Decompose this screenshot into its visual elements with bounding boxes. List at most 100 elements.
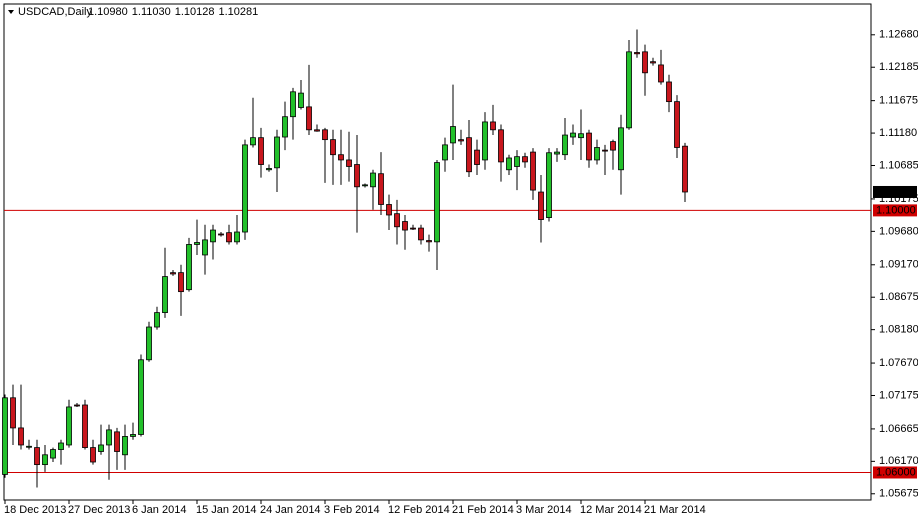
header-value: 1.10980 — [88, 6, 128, 18]
candle-body — [114, 431, 120, 452]
candle-body — [570, 132, 576, 138]
candle-body — [82, 404, 88, 448]
candle-body — [434, 162, 440, 243]
y-tick-label: 1.06170 — [879, 455, 918, 467]
candle-body — [282, 116, 288, 138]
y-tick-label: 1.08180 — [879, 324, 918, 336]
candle-body — [98, 444, 104, 452]
candle-body — [50, 449, 56, 459]
candle-body — [162, 276, 168, 314]
candle-body — [458, 139, 464, 142]
candle-body — [18, 427, 24, 446]
candle-body — [658, 64, 664, 83]
x-tick-label: 6 Jan 2014 — [132, 504, 186, 516]
candle-body — [226, 232, 232, 243]
candle-body — [402, 221, 408, 231]
header-value: 1.11030 — [132, 6, 171, 18]
candle-body — [66, 406, 72, 446]
candle-body — [354, 164, 360, 188]
y-tick-label: 1.07670 — [879, 357, 918, 369]
candle-body — [202, 239, 208, 256]
y-tick-label: 1.06665 — [879, 423, 918, 435]
candle-body — [186, 244, 192, 291]
candle-body — [314, 129, 320, 132]
candle-body — [410, 227, 416, 230]
candle-body — [634, 52, 640, 55]
y-tick-label: 1.10685 — [879, 159, 918, 171]
candle-body — [74, 404, 80, 407]
candle-body — [514, 156, 520, 167]
x-tick-label: 21 Mar 2014 — [644, 504, 706, 516]
candle-body — [386, 204, 392, 216]
candle-body — [298, 92, 304, 108]
candle-body — [210, 229, 216, 243]
candle-body — [474, 149, 480, 165]
candle-body — [498, 129, 504, 163]
x-tick-label: 12 Feb 2014 — [388, 504, 450, 516]
candle-body — [274, 136, 280, 169]
candle-body — [258, 137, 264, 165]
price-tag — [873, 466, 917, 479]
y-tick-label: 1.09680 — [879, 225, 918, 237]
candle-body — [442, 144, 448, 161]
candle-body — [394, 213, 400, 228]
x-tick-label: 3 Feb 2014 — [324, 504, 380, 516]
candle-body — [26, 445, 32, 448]
price-tag — [873, 204, 917, 217]
candle-body — [626, 51, 632, 129]
candle-body — [578, 133, 584, 139]
candle-body — [194, 242, 200, 245]
y-tick-label: 1.05675 — [879, 488, 918, 500]
candle-body — [306, 106, 312, 131]
price-tag-label: 1.06000 — [876, 466, 916, 478]
x-tick-label: 18 Dec 2013 — [4, 504, 66, 516]
candle-body — [218, 233, 224, 236]
candle-body — [146, 326, 152, 361]
candle-body — [242, 144, 248, 233]
candle-body — [530, 151, 536, 191]
candle-body — [650, 61, 656, 64]
candle-body — [58, 442, 64, 450]
candle-body — [522, 156, 528, 163]
y-tick-label: 1.12680 — [879, 29, 918, 41]
candle-body — [42, 454, 48, 466]
candle-body — [106, 429, 112, 446]
candle-body — [418, 227, 424, 241]
candle-body — [554, 151, 560, 155]
candle-body — [602, 149, 608, 152]
candle-body — [594, 147, 600, 161]
y-tick-label: 1.11180 — [879, 127, 917, 139]
header-value: 1.10281 — [218, 6, 258, 18]
y-tick-label: 1.07175 — [879, 389, 918, 401]
current-price-tag — [873, 185, 917, 198]
candle-body — [346, 159, 352, 167]
candle-body — [586, 132, 592, 161]
x-tick-label: 24 Jan 2014 — [260, 504, 321, 516]
candle-body — [170, 272, 176, 275]
candle-body — [178, 272, 184, 293]
header-value: 1.10128 — [175, 6, 215, 18]
candle-body — [130, 434, 136, 437]
x-tick-label: 15 Jan 2014 — [196, 504, 257, 516]
menu-arrow — [8, 10, 14, 14]
x-tick-label: 12 Mar 2014 — [580, 504, 642, 516]
candle-body — [610, 141, 616, 151]
candle-body — [322, 129, 328, 141]
candle-body — [34, 447, 40, 466]
x-tick-label: 21 Feb 2014 — [452, 504, 514, 516]
candle-body — [506, 157, 512, 171]
x-tick-label: 27 Dec 2013 — [68, 504, 130, 516]
candle-body — [266, 168, 272, 171]
candle-body — [290, 91, 296, 118]
candle-body — [618, 127, 624, 171]
price-tag-label: 1.10000 — [876, 204, 916, 216]
x-tick-label: 3 Mar 2014 — [516, 504, 572, 516]
candle-body — [466, 137, 472, 173]
candle-body — [490, 121, 496, 131]
current-price-label: 1.10281 — [876, 186, 916, 198]
candle-body — [666, 81, 672, 103]
candle-body — [538, 191, 544, 220]
y-tick-label: 1.11675 — [879, 95, 918, 107]
candle-body — [250, 137, 256, 146]
